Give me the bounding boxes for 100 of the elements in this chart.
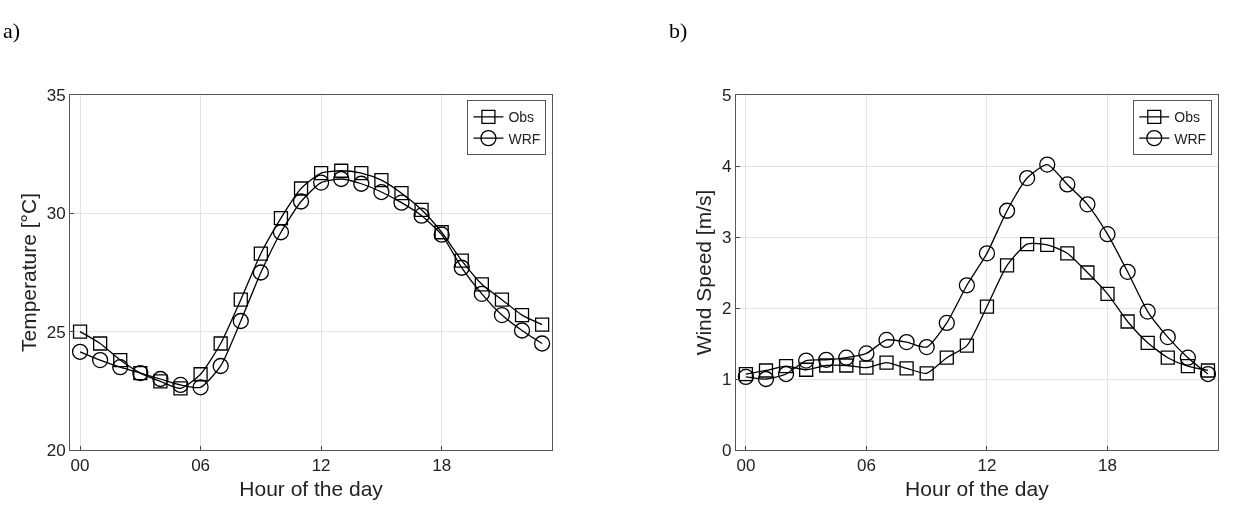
point [272,224,290,241]
x-tick-label: 00 [70,456,90,476]
point [918,338,935,356]
point [778,359,794,374]
point [152,370,169,388]
point [71,343,89,360]
y-tick-label: 1 [721,369,732,389]
point [313,165,329,181]
legend-label: Obs [508,109,535,126]
point [213,336,228,351]
point [72,324,88,339]
point [1019,169,1036,187]
y-tick-label: 3 [721,227,732,247]
point [493,306,511,324]
point [394,186,409,201]
point [92,351,109,369]
chart-title: b) [669,18,688,43]
point [1079,196,1096,213]
point [799,362,814,377]
point [738,366,754,382]
point [1120,314,1135,329]
x-tick-label: 18 [432,456,452,476]
point [514,307,530,323]
point [192,379,209,396]
point [979,299,995,314]
point [1140,335,1155,350]
point [173,381,188,396]
point [1080,265,1095,280]
point [1199,365,1217,383]
point [253,246,269,261]
point [798,352,815,369]
point [454,253,469,268]
point [473,285,490,302]
point [1200,363,1216,378]
y-tick-label: 25 [46,322,66,342]
point [312,174,330,191]
point [252,264,270,281]
x-tick-label: 12 [311,456,331,476]
y-tick-label: 2 [721,298,732,318]
x-tick-label: 06 [856,456,876,476]
point [978,245,996,262]
x-axis-title: Hour of the day [239,476,384,500]
point [172,376,189,394]
point [513,322,531,339]
point [92,336,108,351]
point [1160,350,1175,365]
legend-label: Obs [1174,109,1200,126]
point [938,314,955,332]
x-tick-label: 06 [191,456,211,476]
point [1179,349,1197,366]
point [153,374,168,389]
point [1100,286,1115,301]
point [879,355,894,370]
point [1180,359,1196,374]
point [494,292,510,307]
point [233,292,248,307]
point [757,370,775,388]
point [737,368,755,386]
point [333,170,350,188]
point [958,277,976,294]
point [839,358,854,373]
point [777,365,795,383]
point [373,183,390,201]
point [818,351,835,368]
point [919,366,934,381]
point [353,175,370,192]
chart-title: a) [3,18,21,43]
y-tick-label: 30 [46,204,66,224]
y-tick-label: 5 [721,85,732,105]
point [898,333,915,351]
point [273,210,289,226]
point [1020,236,1035,252]
point [413,207,430,224]
x-tick-label: 12 [977,456,997,476]
point [858,345,875,362]
legend-label: WRF [508,130,541,147]
point [533,335,551,352]
point [292,193,310,210]
point [1060,246,1075,261]
point [112,359,129,376]
x-axis-title: Hour of the day [905,476,1050,500]
point [1040,237,1055,252]
point [939,350,954,365]
point [534,317,550,332]
x-tick-label: 18 [1098,456,1117,476]
point [1139,303,1156,320]
point [1119,263,1136,280]
y-axis-title: Wind Speed [m/s] [692,189,716,356]
point [1059,176,1076,193]
point [113,352,128,368]
point [758,363,774,378]
point [819,358,834,373]
point [999,258,1015,273]
point [878,331,895,349]
point [899,361,914,376]
point [1099,226,1116,243]
point [859,360,874,375]
point [1159,328,1176,346]
y-axis-title: Temperature [°C] [16,193,40,352]
point [453,259,470,276]
